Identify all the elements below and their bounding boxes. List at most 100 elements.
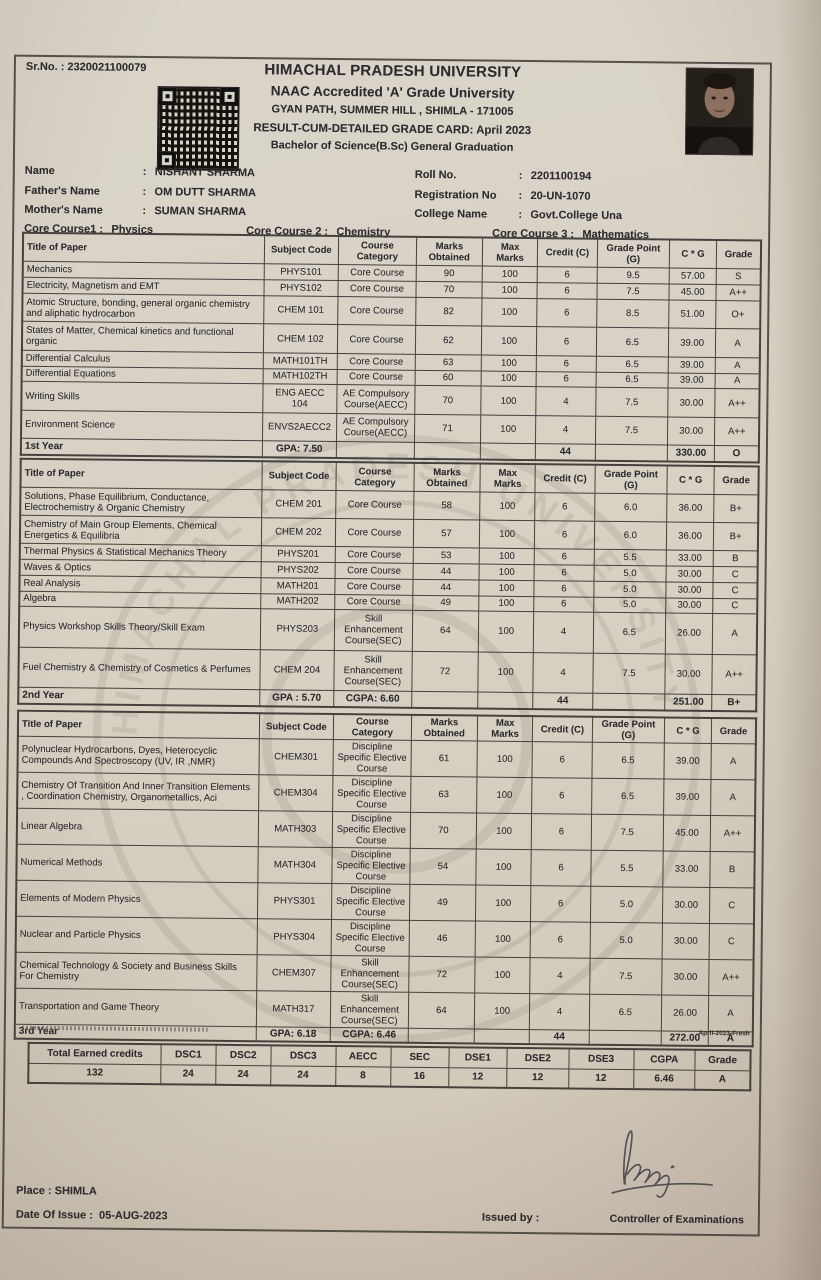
subject-cell: 8.5 [596,299,669,329]
subject-cell: B+ [713,494,759,524]
subject-cell: 54 [409,848,477,886]
subject-cell: Core Course [337,369,416,386]
column-header: Marks Obtained [416,236,483,267]
subject-cell: States of Matter, Chemical kinetics and … [21,321,264,353]
subject-cell: 39.00 [668,356,716,374]
subject-cell: Discipline Specific Elective Course [331,919,410,957]
column-header: Title of Paper [17,710,260,739]
subject-cell: 6.5 [591,778,664,815]
summary-cell: GPA : 5.70 [259,689,334,708]
summary-cell [477,692,534,710]
subject-cell: 7.5 [596,283,670,301]
program-name: Bachelor of Science(B.Sc) General Gradua… [270,139,514,154]
subject-cell: 72 [408,956,476,993]
column-header: C * G [666,465,715,495]
subject-cell: A++ [716,284,761,302]
subject-cell: Environment Science [20,409,263,441]
subject-cell: 4 [533,652,593,694]
subject-cell: 63 [415,354,482,371]
subject-cell: Chemistry of Main Group Elements, Chemic… [19,515,262,547]
subject-cell: 6.5 [595,355,669,373]
subject-cell: 6 [531,813,592,851]
subject-cell: 6.5 [595,371,669,389]
subject-cell: 4 [533,611,594,653]
totals-header: DSC2 [215,1044,271,1066]
subject-cell: A++ [714,388,760,418]
subject-cell: CHEM 202 [261,517,336,547]
subject-cell: 30.00 [664,653,713,695]
column-header: Marks Obtained [413,462,481,493]
summary-cell [592,693,665,711]
subject-cell: CHEM301 [258,738,334,776]
subject-cell: Core Course [335,518,414,548]
subject-cell: Nuclear and Particle Physics [15,916,258,955]
summary-cell: GPA: 6.18 [255,1026,331,1042]
subject-cell: 70 [415,281,483,299]
subject-cell: Discipline Specific Elective Course [331,883,410,921]
subject-cell: B+ [713,522,759,552]
subject-cell: 100 [475,849,532,886]
subject-cell: 100 [481,298,538,327]
subject-cell: 100 [480,386,537,416]
batch-note: April-2023-Fresh [698,1029,750,1038]
signature [611,1130,714,1198]
totals-header: AECC [335,1046,391,1067]
subject-cell: 100 [474,992,531,1030]
subject-cell: Skill Enhancement Course(SEC) [330,991,409,1029]
subject-cell: CHEM304 [258,774,334,812]
subject-cell: 100 [478,611,535,653]
subject-cell: A [715,357,760,374]
subject-cell: 45.00 [663,814,711,852]
qr-finder-icon [158,87,177,106]
subject-cell: 100 [479,564,535,581]
subject-cell: Discipline Specific Elective Course [331,847,411,885]
subject-cell: Chemical Technology & Society and Busine… [15,952,257,991]
summary-cell: B+ [711,694,757,712]
subject-cell: 100 [474,956,531,994]
totals-header: Total Earned credits [28,1042,162,1065]
subject-cell: C [712,597,758,615]
totals-value: A [694,1069,751,1091]
subject-cell: 62 [415,325,482,355]
subject-cell: 100 [476,813,532,850]
summary-cell [588,1030,662,1046]
university-address: GYAN PATH, SUMMER HILL , SHIMLA - 171005 [271,103,514,119]
subject-cell: MATH201 [260,577,336,595]
column-header: Max Marks [477,715,533,742]
subject-cell: 7.5 [589,958,663,995]
subject-cell: Skill Enhancement Course(SEC) [330,955,409,993]
column-header: C * G [669,239,717,269]
place-field: Place : SHIMLA [16,1184,97,1198]
subject-cell: A++ [712,654,757,696]
totals-value: 24 [270,1065,336,1087]
subject-cell: 6 [537,282,597,300]
subject-cell: 64 [408,992,475,1029]
subject-cell: B [710,851,755,888]
totals-header: DSE2 [506,1047,569,1069]
subject-cell: 6 [531,849,591,887]
subject-cell: PHYS301 [257,882,332,920]
subject-cell: Writing Skills [21,381,263,413]
issued-by-field: Issued by : [481,1211,540,1225]
subject-cell: Numerical Methods [16,844,258,883]
subject-cell: Polynuclear Hydrocarbons, Dyes, Heterocy… [17,736,260,775]
subject-cell: MATH304 [257,846,333,884]
subject-cell: 100 [478,579,535,597]
subject-cell: 5.0 [593,596,666,614]
subject-cell: Transportation and Game Theory [14,988,257,1027]
subject-cell: CHEM 204 [259,649,335,691]
subject-cell: A++ [708,959,754,996]
totals-header: DSE1 [448,1047,508,1068]
date-of-issue-field: Date Of Issue : 05-AUG-2023 [15,1208,168,1223]
totals-header: Grade [694,1049,751,1071]
subject-cell: 6 [536,326,597,356]
father-name-field: Father's Name: OM DUTT SHARMA [24,184,257,200]
qr-code-icon [156,86,240,171]
subject-cell: S [716,268,761,286]
subject-cell: 70 [414,385,482,415]
subject-cell: 4 [536,386,596,416]
subject-cell: 82 [415,297,482,327]
subject-cell: 57 [413,519,480,549]
subject-cell: 6 [530,885,591,923]
subject-cell: 30.00 [662,922,710,960]
